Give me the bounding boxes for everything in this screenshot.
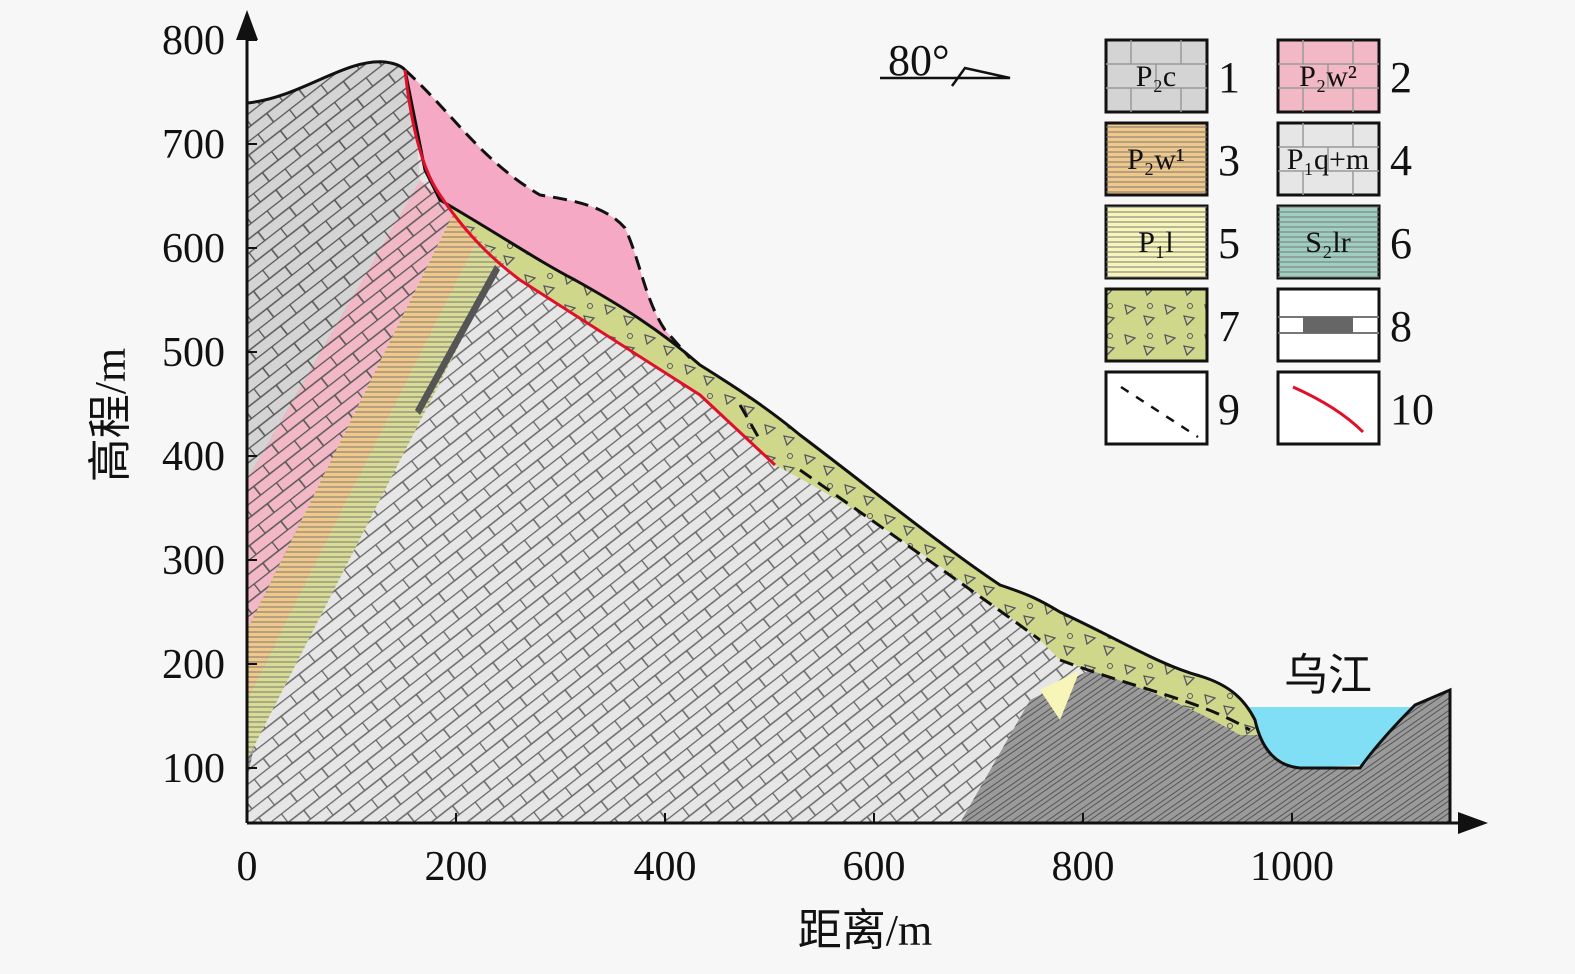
- y-tick-label: 100: [162, 746, 225, 792]
- x-axis-arrow-icon: [1458, 812, 1488, 834]
- legend-item-9: 9: [1104, 370, 1240, 446]
- legend-number: 8: [1390, 302, 1412, 351]
- x-tick-label: 600: [843, 844, 906, 890]
- legend-number: 9: [1218, 385, 1240, 434]
- y-axis-arrow-icon: [236, 10, 258, 40]
- legend-number: 5: [1218, 219, 1240, 268]
- legend-item-8: 8: [1276, 287, 1412, 363]
- y-tick-label: 700: [162, 122, 225, 168]
- legend-item-6: S₂lr 6: [1276, 204, 1412, 280]
- legend-number: 7: [1218, 302, 1240, 351]
- legend-item-7: 7: [1104, 287, 1240, 363]
- legend-item-5: P₁l 5: [1104, 204, 1240, 280]
- river-label: 乌江: [1284, 651, 1372, 700]
- legend-unit-label: P₁l: [1138, 226, 1173, 259]
- y-tick-label: 800: [162, 18, 225, 64]
- legend-unit-label: P₂w²: [1299, 60, 1357, 93]
- legend-number: 4: [1390, 136, 1412, 185]
- x-tick-label: 200: [425, 844, 488, 890]
- legend-item-2: P₂w² 2: [1276, 38, 1412, 114]
- legend-item-1: P₂c 1: [1104, 38, 1240, 114]
- x-tick-label: 0: [237, 844, 258, 890]
- legend-number: 10: [1390, 385, 1434, 434]
- dashed-line-icon: [1120, 385, 1199, 439]
- y-tick-label: 300: [162, 538, 225, 584]
- dip-symbol-icon: [880, 66, 1011, 87]
- legend-number: 2: [1390, 53, 1412, 102]
- original-surface-dashed: [404, 68, 692, 359]
- x-axis-label: 距离/m: [798, 906, 932, 955]
- legend-number: 3: [1218, 136, 1240, 185]
- legend-item-3: P₂w¹ 3: [1104, 121, 1240, 197]
- x-ticks: 0 200 400 600 800 1000: [237, 813, 1334, 890]
- red-line-icon: [1292, 385, 1365, 434]
- legend-unit-label: P₂c: [1136, 60, 1176, 93]
- x-tick-label: 1000: [1250, 844, 1334, 890]
- x-tick-label: 400: [634, 844, 697, 890]
- y-axis-label: 高程/m: [86, 348, 135, 482]
- legend-swatch: [1276, 370, 1381, 446]
- x-tick-label: 800: [1052, 844, 1115, 890]
- legend-item-10: 10: [1276, 370, 1434, 446]
- landslide-body: [405, 70, 690, 358]
- legend: P₂c 1 P₂w² 2 P₂w¹ 3 P₁q+m 4 P₁l 5 S₂lr 6 7 8 9 10: [1104, 38, 1434, 446]
- y-tick-label: 400: [162, 434, 225, 480]
- legend-unit-label: P₁q+m: [1287, 143, 1369, 176]
- unit-breccia: [440, 200, 1262, 735]
- legend-unit-label: S₂lr: [1305, 226, 1350, 259]
- legend-swatch: [1104, 370, 1209, 446]
- legend-number: 1: [1218, 53, 1240, 102]
- legend-unit-label: P₂w¹: [1127, 143, 1185, 176]
- y-tick-label: 500: [162, 330, 225, 376]
- legend-swatch: [1104, 287, 1209, 363]
- coal-seam: [415, 265, 500, 415]
- legend-item-4: P₁q+m 4: [1276, 121, 1412, 197]
- y-tick-label: 200: [162, 642, 225, 688]
- ground-surface: [246, 60, 1452, 823]
- slip-surface: [403, 69, 777, 467]
- legend-number: 6: [1390, 219, 1412, 268]
- y-tick-label: 600: [162, 226, 225, 272]
- boundary-dashed: [738, 404, 1251, 732]
- y-ticks: 100 200 300 400 500 600 700 800: [162, 18, 257, 792]
